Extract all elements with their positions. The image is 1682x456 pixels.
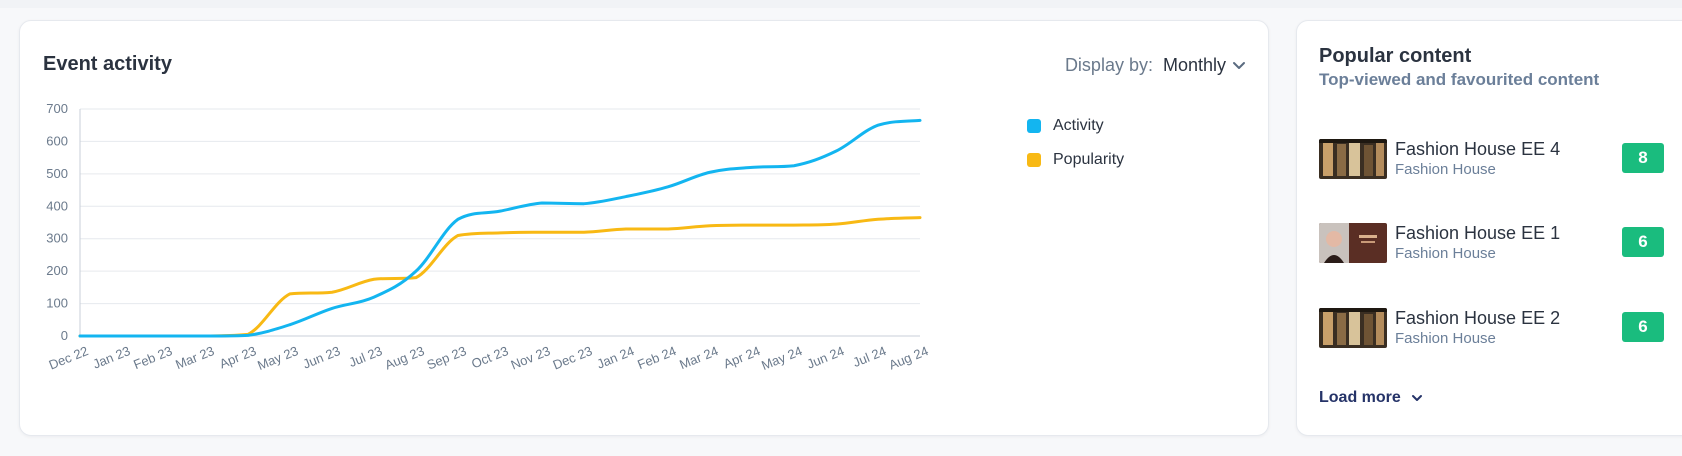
y-tick-label: 200 <box>46 263 68 278</box>
popular-content-title: Popular content <box>1319 45 1472 67</box>
x-tick-label: Jun 23 <box>301 343 343 372</box>
x-tick-label: Jun 24 <box>805 343 847 372</box>
legend-swatch-popularity <box>1027 153 1041 167</box>
content-item-title: Fashion House EE 1 <box>1395 223 1561 243</box>
content-item-subtitle: Fashion House <box>1395 161 1496 178</box>
x-tick-label: Jan 24 <box>595 343 637 372</box>
display-by-value: Monthly <box>1162 55 1226 75</box>
y-tick-label: 0 <box>61 328 68 343</box>
x-tick-label: May 23 <box>255 343 300 373</box>
y-tick-label: 500 <box>46 166 68 181</box>
x-tick-label: Feb 24 <box>635 343 678 372</box>
load-more-label: Load more <box>1319 389 1401 406</box>
y-tick-label: 100 <box>46 296 68 311</box>
content-item[interactable]: Fashion House EE 4 Fashion House 8 <box>1319 137 1664 181</box>
x-tick-label: Aug 24 <box>887 343 931 372</box>
content-thumbnail <box>1319 223 1387 263</box>
display-by-label: Display by: <box>1064 55 1153 75</box>
y-tick-label: 400 <box>46 198 68 213</box>
chevron-down-icon <box>1232 61 1246 71</box>
x-tick-label: Apr 24 <box>721 343 762 371</box>
popular-content-subtitle: Top-viewed and favourited content <box>1319 70 1600 89</box>
legend-swatch-activity <box>1027 119 1041 133</box>
content-item[interactable]: Fashion House EE 1 Fashion House 6 <box>1319 221 1664 265</box>
legend-label-popularity: Popularity <box>1053 151 1125 168</box>
legend-label-activity: Activity <box>1053 117 1104 134</box>
top-strip <box>0 0 1682 8</box>
x-tick-label: Feb 23 <box>131 343 174 372</box>
count-badge: 6 <box>1622 312 1664 342</box>
content-item-subtitle: Fashion House <box>1395 245 1496 262</box>
content-item-subtitle: Fashion House <box>1395 330 1496 347</box>
count-badge: 8 <box>1622 143 1664 173</box>
content-item-title: Fashion House EE 4 <box>1395 139 1561 159</box>
y-tick-label: 300 <box>46 231 68 246</box>
x-tick-label: Nov 23 <box>509 343 553 372</box>
display-by-dropdown[interactable]: Monthly <box>1163 55 1246 76</box>
y-tick-label: 700 <box>46 101 68 116</box>
x-tick-label: May 24 <box>759 343 804 373</box>
popular-content-card: Popular content Top-viewed and favourite… <box>1296 20 1682 436</box>
legend-item-activity[interactable]: Activity <box>1027 109 1124 143</box>
load-more-button[interactable]: Load more <box>1319 389 1423 407</box>
x-tick-label: Jul 24 <box>851 343 889 370</box>
series-line-popularity <box>78 216 922 338</box>
x-tick-label: Apr 23 <box>217 343 258 371</box>
x-tick-label: Mar 23 <box>173 343 216 372</box>
x-tick-label: Sep 23 <box>425 343 469 372</box>
display-by-control: Display by: Monthly <box>1065 55 1246 76</box>
content-item-title: Fashion House EE 2 <box>1395 308 1561 328</box>
x-tick-label: Jul 23 <box>347 343 385 370</box>
x-tick-label: Jan 23 <box>91 343 133 372</box>
content-thumbnail <box>1319 308 1387 348</box>
x-tick-label: Mar 24 <box>677 343 720 372</box>
content-thumbnail <box>1319 139 1387 179</box>
chevron-down-icon <box>1411 389 1423 407</box>
x-tick-label: Dec 22 <box>47 343 91 372</box>
event-activity-card: Event activity Display by: Monthly 0 100 2… <box>19 20 1269 436</box>
event-activity-title: Event activity <box>43 53 172 75</box>
series-line-activity <box>78 118 922 338</box>
chart-legend: Activity Popularity <box>1027 109 1124 177</box>
content-item[interactable]: Fashion House EE 2 Fashion House 6 <box>1319 306 1664 350</box>
x-tick-label: Oct 23 <box>469 343 510 371</box>
y-tick-label: 600 <box>46 133 68 148</box>
count-badge: 6 <box>1622 227 1664 257</box>
legend-item-popularity[interactable]: Popularity <box>1027 143 1124 177</box>
x-tick-label: Aug 23 <box>383 343 427 372</box>
x-tick-label: Dec 23 <box>551 343 595 372</box>
